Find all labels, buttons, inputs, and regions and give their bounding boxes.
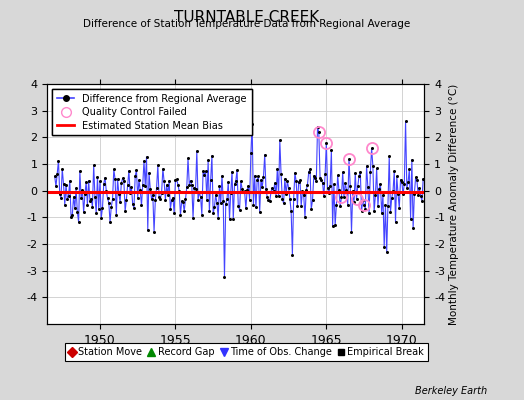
Legend: Station Move, Record Gap, Time of Obs. Change, Empirical Break: Station Move, Record Gap, Time of Obs. C…	[64, 343, 428, 361]
Legend: Difference from Regional Average, Quality Control Failed, Estimated Station Mean: Difference from Regional Average, Qualit…	[52, 89, 252, 135]
Text: TURNTABLE CREEK: TURNTABLE CREEK	[173, 10, 319, 25]
Text: Berkeley Earth: Berkeley Earth	[415, 386, 487, 396]
Y-axis label: Monthly Temperature Anomaly Difference (°C): Monthly Temperature Anomaly Difference (…	[450, 83, 460, 325]
Text: Difference of Station Temperature Data from Regional Average: Difference of Station Temperature Data f…	[83, 19, 410, 29]
